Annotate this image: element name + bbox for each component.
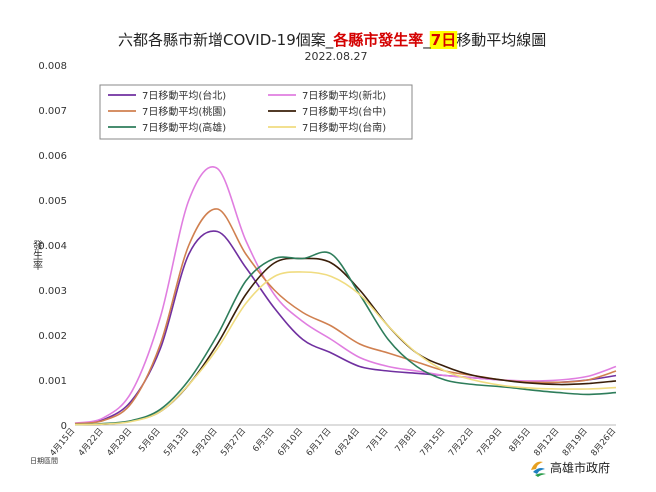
x-tick-label: 5月6日	[137, 427, 163, 455]
x-tick-label: 7月8日	[393, 427, 419, 455]
x-axis-ticks: 4月15日 4月22日 4月29日 5月6日 5月13日 5月20日 5月27日 6月3日 6月…	[48, 427, 618, 459]
x-tick-label: 6月3日	[251, 427, 277, 455]
title-part-highlighted: 7日	[431, 31, 456, 49]
y-tick-label: 0.004	[38, 241, 67, 252]
series-line-0	[74, 230, 617, 425]
x-tick-label: 8月26日	[589, 427, 618, 459]
x-tick-label: 7月22日	[447, 427, 476, 459]
x-tick-label: 5月27日	[219, 427, 248, 459]
logo-text: 高雄市政府	[550, 460, 610, 475]
x-tick-label: 6月17日	[305, 427, 334, 459]
y-tick-label: 0.003	[38, 286, 67, 297]
x-tick-label: 8月19日	[561, 427, 590, 459]
x-tick-label: 6月24日	[333, 427, 362, 459]
x-tick-label: 8月5日	[507, 427, 533, 455]
logo: 高雄市政府	[531, 460, 610, 477]
x-tick-label: 4月29日	[105, 427, 134, 459]
series-line-4	[74, 251, 617, 426]
legend-label: 7日移動平均(台中)	[302, 105, 386, 118]
x-tick-label: 5月13日	[162, 427, 191, 459]
series-line-5	[74, 271, 617, 426]
y-tick-label: 0.002	[38, 331, 67, 342]
logo-icon	[531, 461, 546, 477]
title-highlight	[429, 31, 458, 49]
chart-title: 六都各縣市新增COVID-19個案_各縣市發生率_7日移動平均線圖	[118, 31, 546, 50]
x-tick-label: 5月20日	[191, 427, 220, 459]
y-axis-title: 發生率	[31, 239, 43, 271]
x-tick-label: 6月10日	[276, 427, 305, 459]
title-part-rest: 移動平均線圖	[456, 31, 546, 49]
legend-label: 7日移動平均(高雄)	[142, 121, 226, 134]
x-tick-label: 7月15日	[418, 427, 447, 459]
x-axis-note: 日期區間	[30, 457, 58, 465]
chart-subtitle: 2022.08.27	[305, 50, 368, 63]
x-tick-label: 7月29日	[475, 427, 504, 459]
title-part-sep: _	[422, 31, 431, 50]
legend-label: 7日移動平均(台北)	[142, 89, 226, 102]
y-tick-label: 0.008	[38, 61, 67, 72]
y-tick-label: 0.001	[38, 376, 67, 387]
title-part-main: 六都各縣市新增COVID-19個案_	[118, 31, 334, 50]
legend-label: 7日移動平均(桃園)	[142, 105, 226, 118]
x-tick-label: 4月22日	[77, 427, 106, 459]
svg-text:六都各縣市新增COVID-19個案_各縣市發生率_7日移動平: 六都各縣市新增COVID-19個案_各縣市發生率_7日移動平均線圖	[118, 31, 546, 50]
x-tick-label: 8月12日	[532, 427, 561, 459]
y-tick-label: 0.005	[38, 196, 67, 207]
legend: 7日移動平均(台北) 7日移動平均(新北) 7日移動平均(桃園) 7日移動平均(台中)…	[99, 84, 413, 140]
y-axis-ticks: 0 0.001 0.002 0.003 0.004 0.005 0.006 0.007 0.00…	[38, 61, 67, 432]
legend-label: 7日移動平均(台南)	[302, 121, 386, 134]
x-tick-label: 7月1日	[365, 427, 391, 455]
y-tick-label: 0.007	[38, 106, 67, 117]
series-lines	[74, 166, 617, 426]
y-tick-label: 0.006	[38, 151, 67, 162]
legend-label: 7日移動平均(新北)	[302, 89, 386, 102]
title-part-red: 各縣市發生率	[332, 31, 423, 49]
series-line-2	[74, 208, 617, 425]
y-tick-label: 0	[61, 421, 67, 432]
legend-box	[99, 84, 413, 140]
series-line-1	[74, 166, 617, 424]
